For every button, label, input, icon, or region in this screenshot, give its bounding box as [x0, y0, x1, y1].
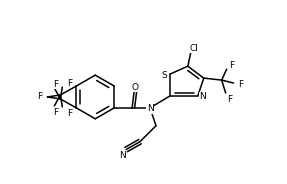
Text: N: N — [199, 93, 206, 101]
Text: F: F — [53, 79, 58, 89]
Text: N: N — [147, 104, 153, 113]
Text: F: F — [67, 109, 72, 118]
Text: F: F — [67, 79, 72, 88]
Text: N: N — [119, 151, 125, 160]
Text: F: F — [229, 61, 234, 70]
Text: O: O — [132, 83, 139, 92]
Text: F: F — [53, 108, 58, 117]
Text: F: F — [238, 79, 243, 89]
Text: Cl: Cl — [189, 44, 198, 53]
Text: F: F — [227, 95, 232, 105]
Text: S: S — [161, 71, 167, 80]
Text: F: F — [37, 94, 42, 103]
Text: F: F — [37, 93, 42, 101]
